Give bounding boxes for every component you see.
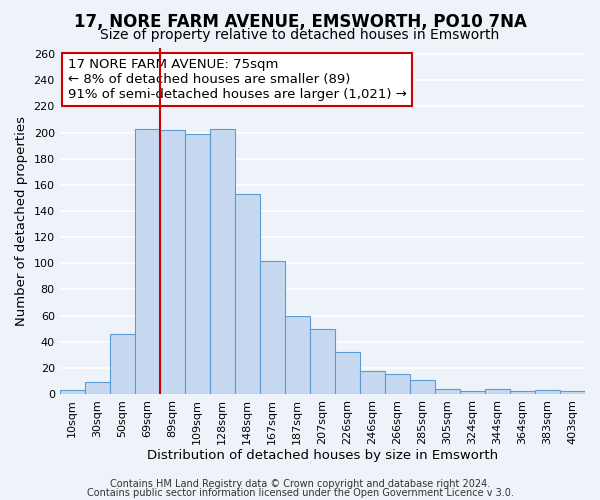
Bar [110, 334, 135, 394]
Text: Size of property relative to detached houses in Emsworth: Size of property relative to detached ho… [100, 28, 500, 42]
Bar [385, 374, 410, 394]
Bar [59, 390, 85, 394]
Bar [535, 390, 560, 394]
Bar [260, 260, 285, 394]
X-axis label: Distribution of detached houses by size in Emsworth: Distribution of detached houses by size … [147, 450, 498, 462]
Bar [210, 128, 235, 394]
Bar [435, 389, 460, 394]
Bar [285, 316, 310, 394]
Bar [560, 392, 585, 394]
Bar [160, 130, 185, 394]
Bar [460, 392, 485, 394]
Text: 17 NORE FARM AVENUE: 75sqm
← 8% of detached houses are smaller (89)
91% of semi-: 17 NORE FARM AVENUE: 75sqm ← 8% of detac… [68, 58, 406, 101]
Y-axis label: Number of detached properties: Number of detached properties [15, 116, 28, 326]
Bar [135, 128, 160, 394]
Bar [185, 134, 210, 394]
Text: 17, NORE FARM AVENUE, EMSWORTH, PO10 7NA: 17, NORE FARM AVENUE, EMSWORTH, PO10 7NA [74, 12, 526, 30]
Bar [485, 389, 510, 394]
Text: Contains HM Land Registry data © Crown copyright and database right 2024.: Contains HM Land Registry data © Crown c… [110, 479, 490, 489]
Text: Contains public sector information licensed under the Open Government Licence v : Contains public sector information licen… [86, 488, 514, 498]
Bar [335, 352, 360, 394]
Bar [360, 370, 385, 394]
Bar [510, 392, 535, 394]
Bar [85, 382, 110, 394]
Bar [410, 380, 435, 394]
Bar [310, 328, 335, 394]
Bar [235, 194, 260, 394]
